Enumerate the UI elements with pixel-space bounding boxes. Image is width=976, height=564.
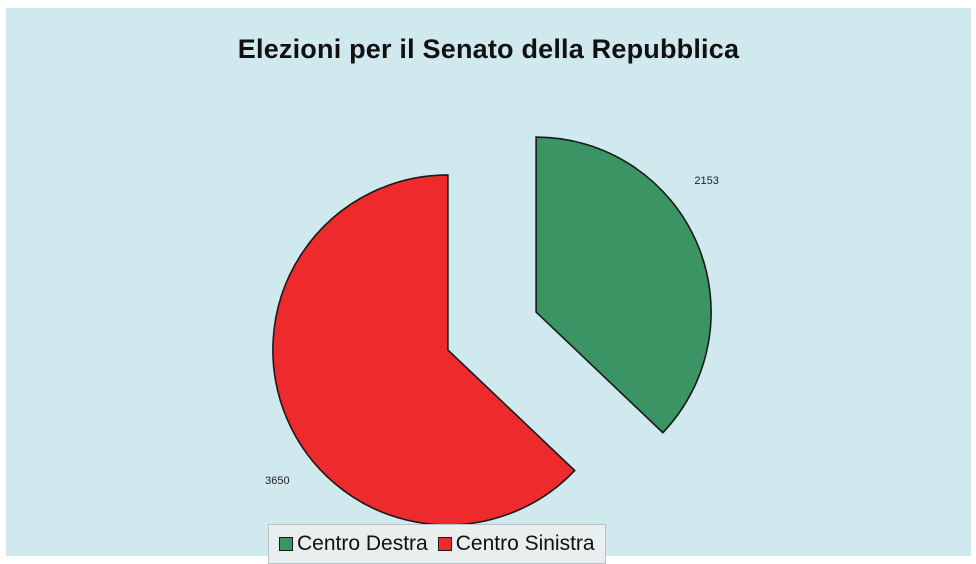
chart-title: Elezioni per il Senato della Repubblica [237,34,740,64]
legend-item-centro-sinistra: Centro Sinistra [437,532,595,556]
pie-slice-centro-sinistra [272,174,576,526]
legend-swatch-centro-destra [279,537,293,551]
pie-chart: 2153 3650 [265,136,719,526]
pie-slice-centro-destra [535,136,712,434]
legend-label-centro-destra: Centro Destra [297,532,428,555]
data-label-centro-sinistra: 3650 [265,475,289,487]
legend-label-centro-sinistra: Centro Sinistra [455,532,595,555]
legend: Centro Destra Centro Sinistra [268,524,606,564]
data-label-centro-destra: 2153 [694,175,718,187]
chart-panel: Elezioni per il Senato della Repubblica … [6,8,971,564]
legend-item-centro-destra: Centro Destra [279,532,428,556]
legend-swatch-centro-sinistra [437,537,452,551]
